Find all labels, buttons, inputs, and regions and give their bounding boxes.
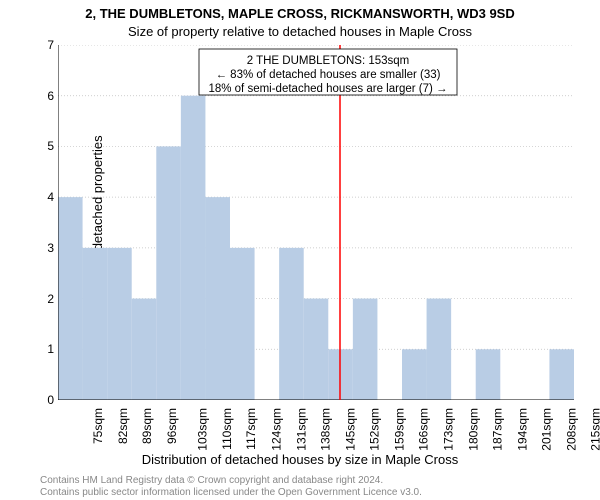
y-tick-label: 4 — [34, 190, 54, 204]
y-tick-label: 0 — [34, 393, 54, 407]
x-tick-label: 117sqm — [244, 408, 258, 450]
y-tick-label: 6 — [34, 89, 54, 103]
annotation-text: 18% of semi-detached houses are larger (… — [208, 83, 447, 95]
annotation-text: ← 83% of detached houses are smaller (33… — [215, 69, 440, 81]
title-line-2: Size of property relative to detached ho… — [0, 24, 600, 39]
x-tick-label: 187sqm — [491, 408, 505, 451]
histogram-bar — [58, 197, 83, 400]
plot-area: 2 THE DUMBLETONS: 153sqm ← 83% of detache… — [58, 45, 574, 400]
histogram-bar — [205, 197, 230, 400]
x-tick-label: 208sqm — [565, 408, 579, 451]
y-tick-label: 1 — [34, 342, 54, 356]
y-tick-label: 7 — [34, 38, 54, 52]
y-tick-label: 3 — [34, 241, 54, 255]
x-tick-label: 82sqm — [116, 408, 130, 444]
x-tick-label: 173sqm — [442, 408, 456, 451]
x-tick-label: 159sqm — [393, 408, 407, 451]
histogram-bar — [549, 349, 574, 400]
histogram-bar — [353, 299, 378, 400]
x-tick-label: 194sqm — [515, 408, 529, 451]
histogram-bar — [304, 299, 329, 400]
chart-container: 2, THE DUMBLETONS, MAPLE CROSS, RICKMANS… — [0, 0, 600, 500]
histogram-bar — [402, 349, 427, 400]
annotation-text: 2 THE DUMBLETONS: 153sqm — [247, 55, 410, 67]
x-axis-label: Distribution of detached houses by size … — [0, 452, 600, 467]
histogram-bar — [132, 299, 157, 400]
x-tick-label: 131sqm — [294, 408, 308, 451]
y-tick-label: 2 — [34, 292, 54, 306]
x-tick-label: 152sqm — [368, 408, 382, 451]
x-tick-label: 138sqm — [319, 408, 333, 451]
x-tick-label: 124sqm — [270, 408, 284, 451]
x-tick-label: 103sqm — [196, 408, 210, 451]
title-line-1: 2, THE DUMBLETONS, MAPLE CROSS, RICKMANS… — [0, 6, 600, 21]
footer-line-2: Contains public sector information licen… — [40, 487, 422, 498]
y-tick-label: 5 — [34, 139, 54, 153]
histogram-bar — [427, 299, 452, 400]
x-tick-label: 201sqm — [540, 408, 554, 451]
x-tick-label: 75sqm — [91, 408, 105, 444]
x-tick-label: 180sqm — [466, 408, 480, 451]
histogram-bar — [279, 248, 304, 400]
histogram-bar — [156, 146, 181, 400]
x-tick-label: 215sqm — [589, 408, 600, 451]
x-tick-label: 110sqm — [220, 408, 234, 450]
x-tick-label: 145sqm — [343, 408, 357, 451]
histogram-bar — [107, 248, 132, 400]
footer-line-1: Contains HM Land Registry data © Crown c… — [40, 475, 383, 486]
x-tick-label: 166sqm — [417, 408, 431, 451]
x-tick-label: 89sqm — [140, 408, 154, 444]
histogram-bar — [230, 248, 255, 400]
histogram-bar — [181, 96, 206, 400]
histogram-bar — [83, 248, 108, 400]
x-tick-label: 96sqm — [165, 408, 179, 444]
histogram-bar — [476, 349, 501, 400]
